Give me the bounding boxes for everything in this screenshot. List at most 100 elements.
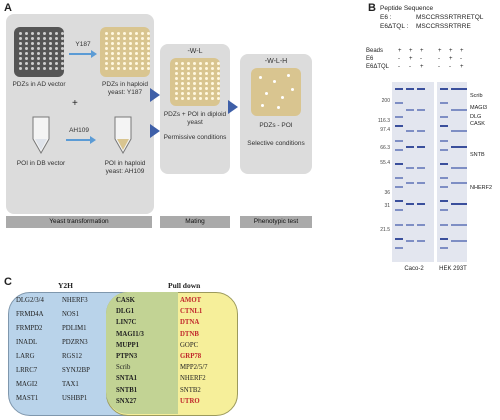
y2h-protein: USHBP1	[62, 395, 88, 402]
mating-title: -W-L	[187, 48, 203, 55]
plate-well	[141, 37, 144, 40]
y2h-protein: FRMD4A	[16, 311, 44, 318]
gel-band	[459, 88, 467, 90]
plate-well	[43, 32, 46, 35]
lane-sign: +	[398, 48, 402, 54]
haploid-y187-caption: PDZs in haploid yeast: Y187	[102, 81, 148, 96]
plate-well	[25, 47, 28, 50]
mw-marker-label: 97.4	[380, 127, 390, 133]
gel-band	[406, 166, 414, 169]
gel-band	[395, 209, 403, 212]
mw-marker-label: 200	[381, 98, 390, 104]
gel-band	[417, 145, 425, 148]
plate-well	[19, 32, 22, 35]
plate-well	[55, 32, 58, 35]
cell-hek293t-label: HEK 293T	[439, 266, 467, 272]
plate-well	[105, 32, 108, 35]
plate-well	[19, 52, 22, 55]
plate-well	[111, 37, 114, 40]
plate-well	[19, 67, 22, 70]
plate-well	[199, 62, 202, 65]
plate-well	[205, 67, 208, 70]
plate-well	[175, 92, 178, 95]
plate-well	[175, 62, 178, 65]
plate-well	[31, 67, 34, 70]
plate-well	[217, 72, 220, 75]
plate-well	[25, 32, 28, 35]
overlap-protein: PTPN3	[116, 353, 138, 360]
plate-well	[31, 52, 34, 55]
plate-well	[135, 52, 138, 55]
plate-well	[135, 62, 138, 65]
plate-well	[187, 72, 190, 75]
plate-well	[55, 62, 58, 65]
cell-caco2-label: Caco-2	[404, 266, 424, 272]
plate-well	[129, 32, 132, 35]
bar-yeast-transformation: Yeast transformation	[6, 216, 152, 228]
gel-band	[395, 148, 403, 151]
pulldown-protein: DTNB	[180, 330, 199, 338]
plate-well	[181, 82, 184, 85]
gel-band	[395, 237, 403, 240]
row-e6-label: E6	[366, 56, 374, 62]
plate-well	[199, 67, 202, 70]
plate-well	[105, 67, 108, 70]
plate-well	[199, 72, 202, 75]
gel-band	[395, 186, 403, 189]
plate-well	[37, 42, 40, 45]
overlap-protein: MAGI1/3	[116, 330, 144, 338]
gel-hek293t	[437, 82, 467, 262]
overlap-protein: MUPP1	[116, 341, 140, 349]
gel-band	[459, 203, 467, 206]
poi-db-caption: POI in DB vector	[16, 160, 66, 167]
selective-sub: Selective conditions	[247, 140, 305, 147]
plate-well	[141, 57, 144, 60]
plate-well	[217, 67, 220, 70]
gel-lane	[451, 84, 459, 260]
y2h-protein: RGS12	[62, 353, 83, 360]
gel-band	[406, 108, 414, 111]
plate-well	[37, 67, 40, 70]
plate-well	[111, 32, 114, 35]
plate-well	[211, 67, 214, 70]
gel-band	[395, 162, 403, 165]
pulldown-protein: MPP2/5/7	[180, 364, 208, 372]
mating-plate	[170, 58, 220, 106]
overlap-region	[106, 292, 178, 414]
plate-well	[199, 97, 202, 100]
gel-band	[395, 246, 403, 249]
plate-well	[43, 42, 46, 45]
pulldown-protein: GOPC	[180, 341, 199, 349]
protein-label: SNTB	[470, 152, 485, 158]
plate-well	[117, 52, 120, 55]
colony-dot	[265, 92, 268, 95]
lane-sign: -	[438, 56, 440, 62]
protein-label: CASK	[470, 121, 485, 127]
gel-band	[459, 224, 467, 227]
plate-well	[123, 52, 126, 55]
gel-band	[417, 203, 425, 206]
colony-dot	[291, 88, 294, 91]
plate-well	[117, 67, 120, 70]
plate-well	[49, 37, 52, 40]
to-mating-arrowhead-top	[150, 88, 160, 102]
plate-well	[25, 37, 28, 40]
gel-band	[440, 102, 448, 105]
plate-well	[187, 92, 190, 95]
y2h-protein: PDLIM1	[62, 325, 87, 332]
gel-lane	[440, 84, 448, 260]
e6-label: E6 :	[380, 14, 392, 21]
plate-well	[187, 62, 190, 65]
e6-delta-sequence: MSCCRSSRTRRE	[416, 23, 471, 30]
gel-band	[451, 203, 459, 206]
pulldown-protein: NHERF2	[180, 375, 206, 383]
plate-well	[135, 57, 138, 60]
lane-sign: -	[449, 64, 451, 70]
plate-well	[19, 47, 22, 50]
plate-well	[181, 97, 184, 100]
plate-well	[31, 37, 34, 40]
mw-marker-label: 55.4	[380, 160, 390, 166]
plate-well	[211, 87, 214, 90]
ah109-arrowhead	[90, 136, 96, 144]
panel-a-letter: A	[4, 2, 12, 14]
